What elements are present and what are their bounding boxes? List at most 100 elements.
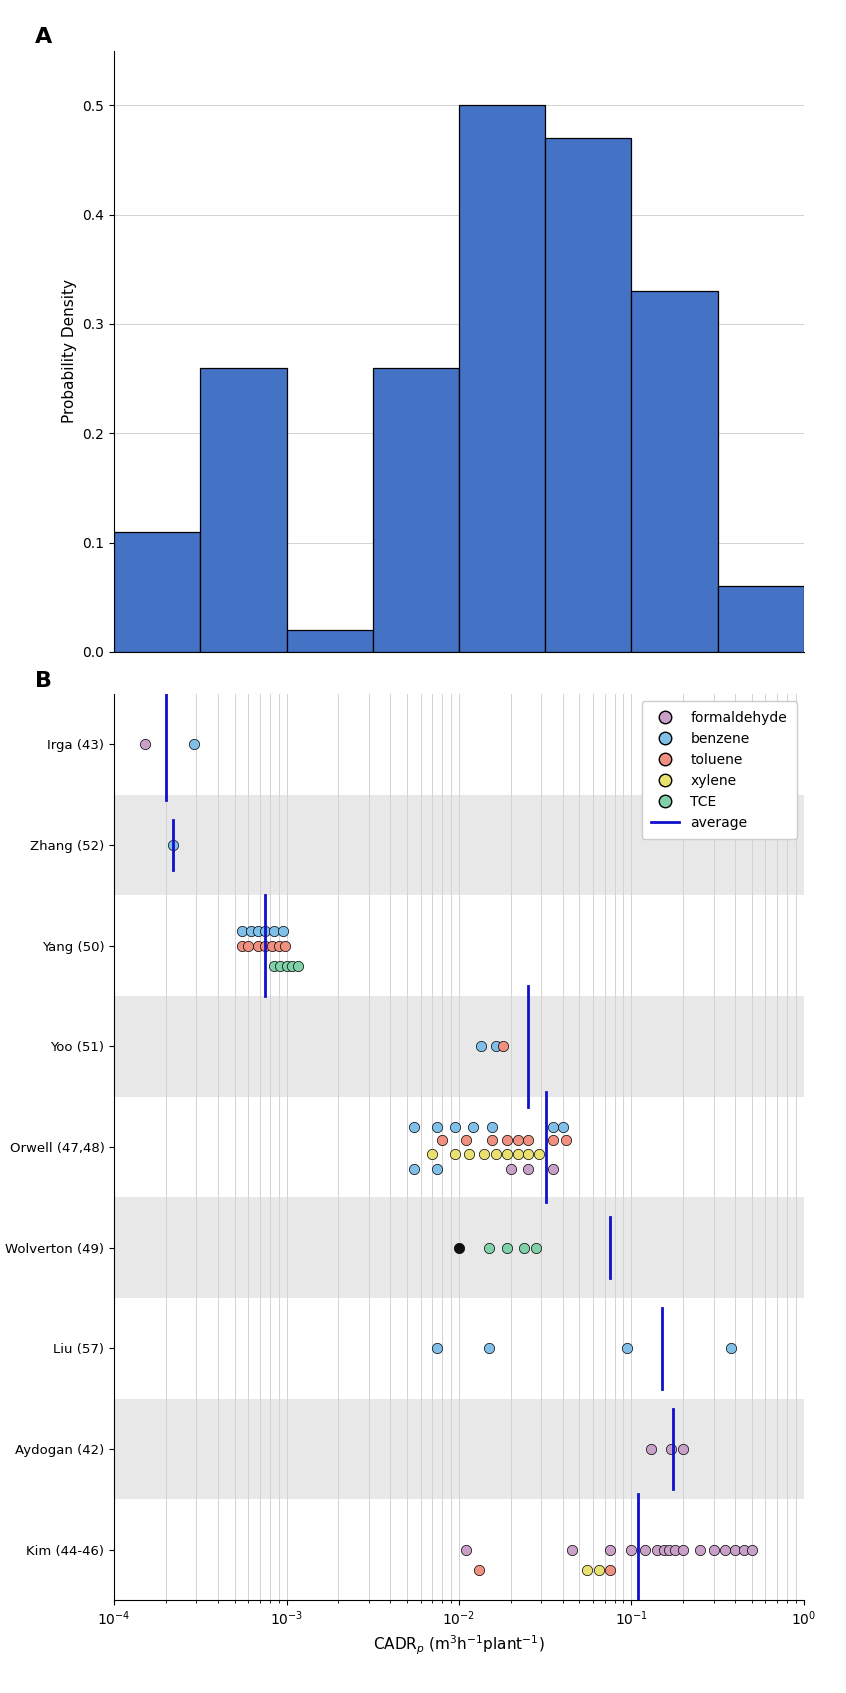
Point [251, 918, 265, 945]
Point [235, 918, 249, 945]
Point [459, 1126, 473, 1153]
Point [718, 1536, 732, 1563]
Point [235, 933, 249, 960]
Point [737, 1536, 750, 1563]
Point [546, 1156, 559, 1183]
Point [745, 1536, 759, 1563]
Point [728, 1536, 742, 1563]
Point [426, 1141, 439, 1168]
Point [580, 1556, 593, 1583]
Point [267, 951, 281, 979]
Y-axis label: Probability Density: Probability Density [62, 279, 77, 423]
Point [244, 918, 257, 945]
Point [518, 1234, 531, 1261]
Point [448, 1114, 462, 1141]
Point [650, 1536, 663, 1563]
Point [511, 1126, 525, 1153]
Point [621, 1334, 634, 1361]
Point [463, 1141, 476, 1168]
Point [242, 933, 255, 960]
Point [546, 1126, 559, 1153]
Point [273, 951, 287, 979]
Bar [114, 532, 201, 652]
X-axis label: CADR$_p$ (m$^3$h$^{-1}$plant$^{-1}$): CADR$_p$ (m$^3$h$^{-1}$plant$^{-1}$) [373, 1634, 545, 1657]
Bar [114, 1197, 804, 1299]
Point [724, 1334, 738, 1361]
Point [532, 1141, 546, 1168]
Point [530, 1234, 543, 1261]
Point [472, 1556, 486, 1583]
Bar [114, 1299, 804, 1398]
Point [408, 1156, 421, 1183]
Point [482, 1234, 496, 1261]
Point [664, 1436, 678, 1463]
Point [482, 1334, 496, 1361]
Point [546, 1114, 559, 1141]
Point [624, 1536, 638, 1563]
Point [603, 1536, 617, 1563]
Legend: formaldehyde, benzene, toluene, xylene, TCE, average: formaldehyde, benzene, toluene, xylene, … [641, 701, 797, 840]
Point [280, 951, 294, 979]
Point [565, 1536, 579, 1563]
Point [265, 933, 278, 960]
Point [521, 1141, 535, 1168]
Point [276, 918, 289, 945]
Point [490, 1141, 503, 1168]
Point [485, 1126, 498, 1153]
Point [452, 1234, 465, 1261]
Bar [373, 367, 459, 652]
Point [490, 1033, 503, 1060]
Point [657, 1536, 671, 1563]
Point [693, 1536, 706, 1563]
Point [466, 1114, 480, 1141]
Point [504, 1156, 518, 1183]
Point [638, 1536, 651, 1563]
Point [592, 1556, 606, 1583]
Bar [631, 291, 717, 652]
Point [278, 933, 292, 960]
Point [251, 933, 265, 960]
Bar [114, 694, 804, 794]
Point [167, 831, 180, 858]
Bar [114, 1398, 804, 1500]
Point [436, 1126, 449, 1153]
Bar [545, 139, 631, 652]
Point [500, 1234, 514, 1261]
Point [138, 731, 151, 758]
Point [677, 1536, 690, 1563]
Point [286, 951, 299, 979]
Point [500, 1126, 514, 1153]
Point [187, 731, 201, 758]
Point [511, 1141, 525, 1168]
Point [475, 1033, 488, 1060]
Bar [114, 794, 804, 896]
Bar [717, 586, 804, 652]
Point [662, 1536, 676, 1563]
Point [644, 1436, 657, 1463]
Point [603, 1556, 617, 1583]
Bar [114, 1500, 804, 1600]
Point [521, 1156, 535, 1183]
Point [448, 1141, 462, 1168]
Bar [287, 630, 373, 652]
Bar [114, 896, 804, 995]
Point [272, 933, 285, 960]
Point [485, 1114, 498, 1141]
Point [500, 1141, 514, 1168]
Point [559, 1126, 573, 1153]
Point [477, 1141, 491, 1168]
Text: B: B [35, 672, 52, 691]
Point [706, 1536, 720, 1563]
Point [291, 951, 305, 979]
Point [258, 933, 272, 960]
Point [497, 1033, 510, 1060]
Point [668, 1536, 682, 1563]
Point [431, 1334, 444, 1361]
Bar [114, 1097, 804, 1197]
Point [431, 1156, 444, 1183]
Bar [459, 105, 545, 652]
Text: A: A [35, 27, 52, 47]
Point [431, 1114, 444, 1141]
Point [258, 918, 272, 945]
Point [677, 1436, 690, 1463]
